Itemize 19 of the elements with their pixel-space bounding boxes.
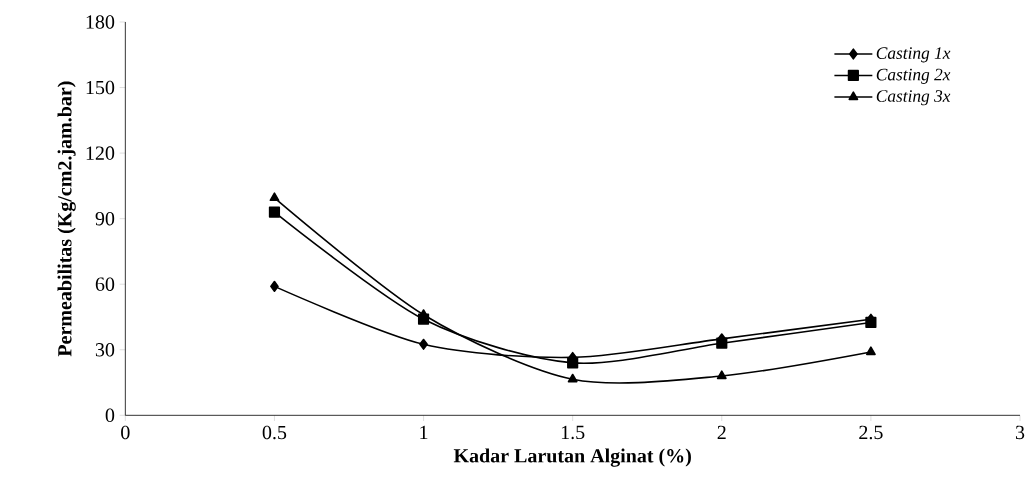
y-tick-label: 60 [95,277,115,291]
y-tick-label: 120 [86,146,115,160]
legend-label: Casting 2x [876,68,951,84]
y-tick-label: 90 [95,211,115,226]
x-tick-label: 3 [1015,425,1025,440]
x-tick-label: 0.5 [262,425,287,440]
x-tick-label: 0 [121,425,130,440]
x-tick-label: 1.5 [561,425,585,440]
y-tick-label: 150 [86,80,115,95]
x-axis-title: Kadar Larutan Alginat (%) [453,448,691,467]
y-tick-label: 30 [95,343,115,357]
y-tick-label: 0 [105,408,115,423]
y-tick-label: 180 [86,15,115,29]
legend-label: Casting 3x [876,90,951,106]
legend-label: Casting 1x [876,47,951,63]
x-tick-label: 2.5 [859,425,883,440]
y-axis-title: Permeabilitas (Kg/cm2.jam.bar) [57,81,76,357]
x-tick-label: 2 [717,425,726,439]
x-tick-label: 1 [420,425,428,439]
